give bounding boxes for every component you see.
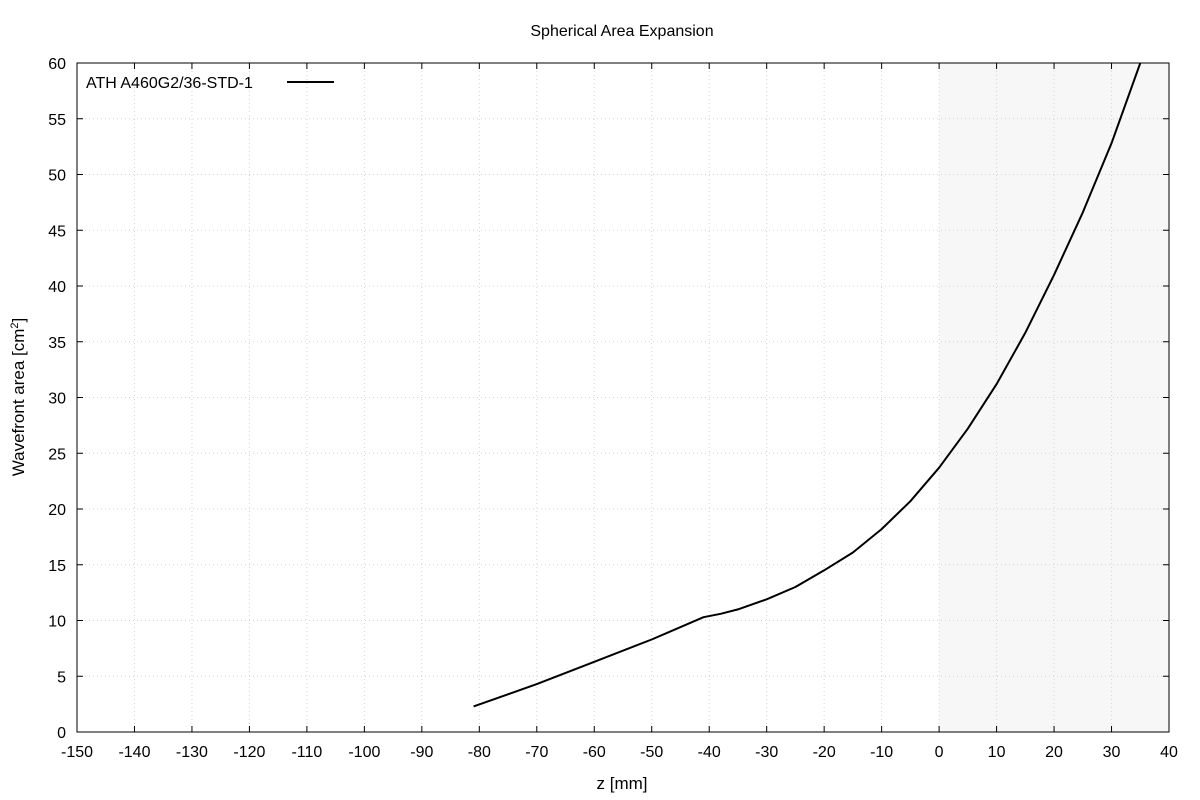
y-tick-label: 15: [48, 558, 66, 575]
x-axis-label: z [mm]: [597, 774, 648, 793]
x-tick-label: 0: [935, 744, 944, 761]
x-tick-label: -80: [468, 744, 491, 761]
y-tick-label: 50: [48, 168, 66, 185]
x-tick-label: -120: [233, 744, 265, 761]
x-tick-label: -90: [410, 744, 433, 761]
x-tick-label: -30: [755, 744, 778, 761]
x-tick-label: -60: [583, 744, 606, 761]
y-tick-label: 5: [57, 669, 66, 686]
x-tick-label: -110: [291, 744, 322, 761]
x-tick-label: 40: [1160, 744, 1178, 761]
x-tick-label: -40: [698, 744, 721, 761]
y-tick-label: 35: [48, 335, 66, 352]
x-tick-label: 10: [988, 744, 1006, 761]
x-tick-label: 20: [1045, 744, 1063, 761]
x-tick-label: -10: [870, 744, 893, 761]
x-tick-label: -20: [813, 744, 836, 761]
y-tick-label: 30: [48, 391, 66, 408]
y-tick-label: 25: [48, 446, 66, 463]
y-axis-label-superscript: 2: [9, 322, 21, 328]
x-tick-label: 30: [1103, 744, 1121, 761]
x-tick-label: -140: [118, 744, 150, 761]
y-tick-label: 20: [48, 502, 66, 519]
y-tick-label: 55: [48, 112, 66, 129]
series-layer: [473, 62, 1142, 708]
y-tick-label: 10: [48, 614, 66, 631]
y-tick-label: 40: [48, 279, 66, 296]
y-axis-label: Wavefront area [cm2]: [9, 318, 28, 477]
y-tick-label: 60: [48, 56, 66, 73]
x-tick-label: -150: [61, 744, 93, 761]
y-axis-label-main: Wavefront area [cm: [9, 329, 28, 477]
legend: ATH A460G2/36-STD-1: [86, 75, 334, 92]
chart-title: Spherical Area Expansion: [530, 23, 713, 40]
y-tick-label: 0: [57, 725, 66, 742]
series-line: [473, 62, 1142, 708]
legend-entry-label: ATH A460G2/36-STD-1: [86, 75, 253, 92]
ticks: -150 -140 -130 -120 -110 -100 -90 -80 -70 -60 -50-…: [48, 56, 1178, 761]
y-tick-label: 45: [48, 223, 66, 240]
x-tick-label: -50: [640, 744, 663, 761]
x-tick-label: -100: [348, 744, 380, 761]
x-tick-label: -70: [525, 744, 548, 761]
y-axis-label-end: ]: [9, 318, 28, 323]
x-tick-label: -130: [176, 744, 208, 761]
